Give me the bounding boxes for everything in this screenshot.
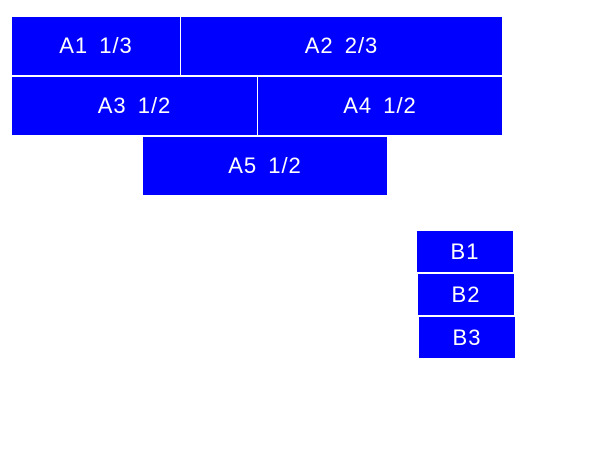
box-b1: B1 — [417, 231, 513, 272]
box-b3: B3 — [419, 317, 515, 358]
box-a4: A4 1/2 — [258, 77, 502, 135]
box-a2: A2 2/3 — [181, 17, 502, 75]
box-a3: A3 1/2 — [12, 77, 257, 135]
box-b2: B2 — [418, 274, 514, 315]
box-a5: A5 1/2 — [143, 137, 387, 195]
box-a1: A1 1/3 — [12, 17, 180, 75]
